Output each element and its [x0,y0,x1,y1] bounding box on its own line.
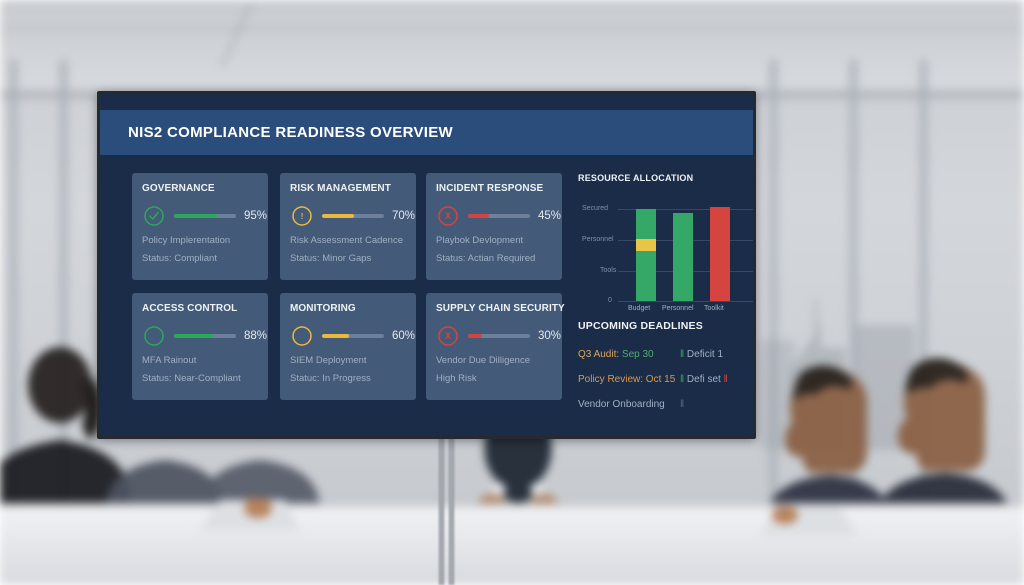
svg-text:X: X [445,211,451,221]
svg-text:!: ! [301,212,304,221]
svg-text:X: X [445,331,451,341]
